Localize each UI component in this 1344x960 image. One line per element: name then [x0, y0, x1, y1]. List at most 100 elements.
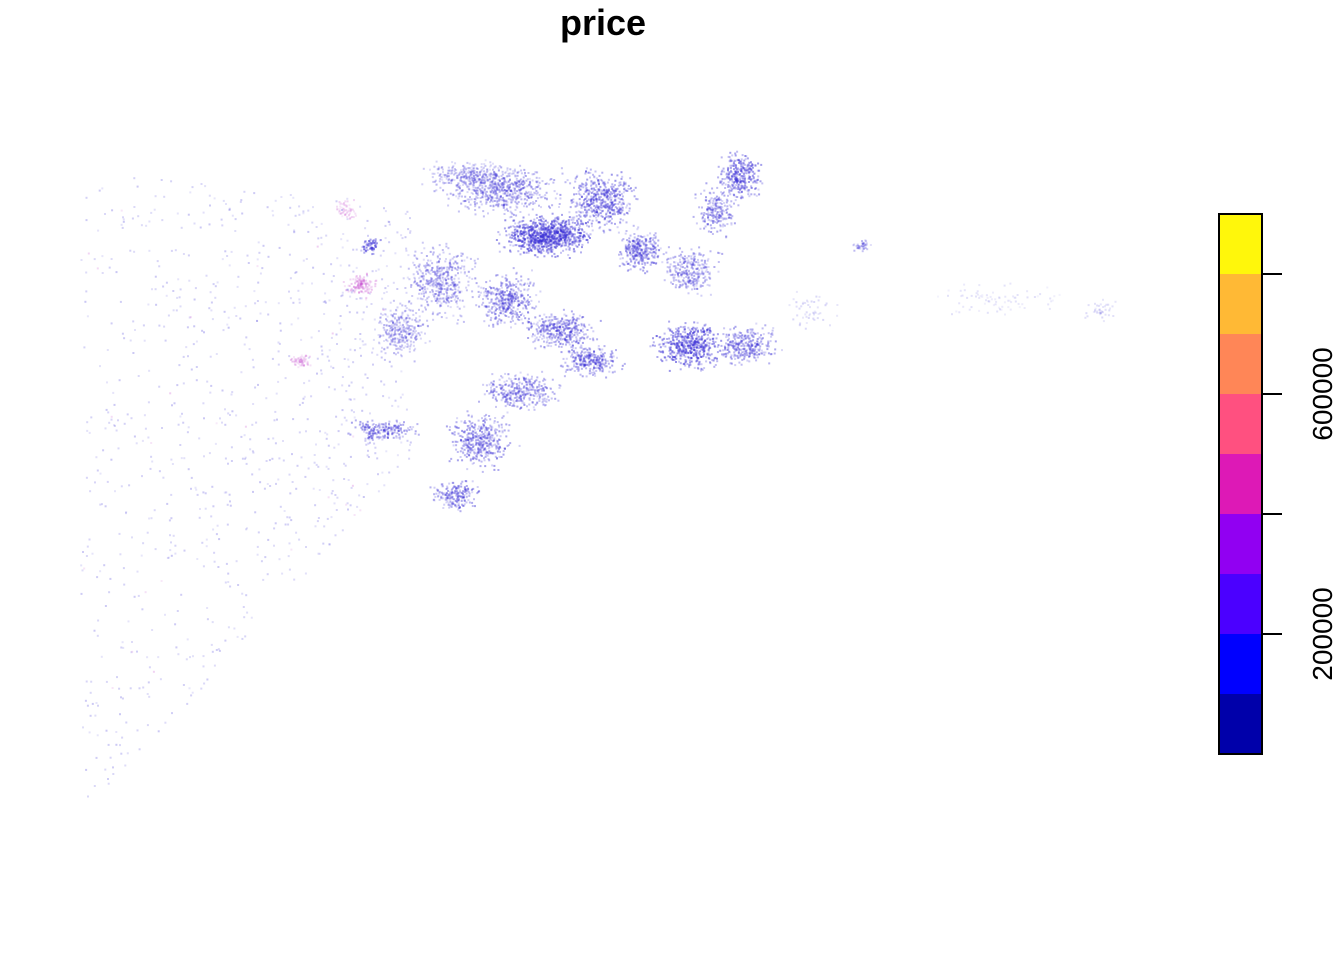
property-point [420, 287, 423, 290]
property-point [515, 313, 518, 316]
property-point [415, 312, 418, 315]
property-point [392, 337, 395, 340]
property-point [418, 265, 421, 268]
property-point [749, 176, 752, 178]
property-point [527, 239, 530, 242]
property-point [465, 184, 467, 186]
property-point [438, 260, 441, 262]
property-point [504, 277, 507, 280]
property-point [595, 206, 598, 208]
property-point [498, 180, 501, 183]
property-point [514, 233, 517, 236]
property-point [571, 320, 574, 323]
property-point [482, 210, 485, 213]
property-point [400, 315, 403, 318]
property-point [703, 189, 706, 192]
property-point [608, 220, 611, 223]
property-point [588, 219, 591, 222]
property-point [738, 191, 741, 194]
property-point [632, 252, 634, 255]
property-point [696, 288, 699, 290]
property-point [707, 216, 709, 219]
property-point [564, 234, 567, 237]
property-point [684, 269, 687, 272]
property-point [515, 195, 518, 198]
property-point [458, 179, 461, 182]
property-point [692, 252, 695, 255]
property-point [727, 177, 730, 180]
property-point [682, 272, 685, 275]
property-point [589, 168, 592, 171]
property-point [754, 179, 757, 182]
property-point [501, 282, 504, 285]
property-point [517, 299, 520, 302]
property-point [463, 170, 466, 173]
property-point [401, 339, 404, 342]
property-point [730, 217, 733, 220]
property-point [468, 198, 471, 201]
property-point [389, 335, 392, 338]
property-point [395, 348, 398, 351]
property-point [425, 279, 428, 282]
property-point [578, 214, 581, 217]
property-point [719, 216, 722, 219]
property-point [728, 176, 731, 179]
property-point [505, 175, 508, 178]
property-point [463, 268, 466, 271]
property-point [723, 217, 725, 220]
property-point [405, 321, 408, 324]
property-point [534, 239, 537, 242]
property-point [482, 301, 485, 304]
property-point [568, 232, 571, 235]
property-point [549, 243, 551, 246]
property-point [439, 284, 442, 287]
property-point [460, 255, 463, 257]
property-point [550, 318, 553, 321]
property-point [397, 315, 400, 318]
property-point [568, 247, 571, 249]
property-point [690, 248, 693, 251]
property-point [547, 183, 550, 186]
property-point [595, 209, 598, 211]
property-point [518, 304, 521, 307]
property-point [729, 179, 731, 182]
property-point [568, 227, 571, 230]
property-point [469, 173, 472, 176]
property-point [667, 257, 670, 260]
property-point [531, 269, 533, 272]
property-point [706, 206, 709, 209]
property-point [622, 181, 625, 184]
property-point [556, 232, 559, 235]
property-point [748, 163, 750, 166]
property-point [702, 214, 705, 217]
property-point [599, 202, 602, 205]
property-point [499, 186, 502, 189]
property-point [652, 250, 655, 253]
property-point [421, 275, 423, 278]
property-point [638, 243, 640, 246]
property-point [599, 221, 601, 224]
property-point [580, 324, 583, 327]
property-point [645, 238, 647, 241]
property-point [456, 174, 459, 177]
property-point [621, 239, 624, 242]
property-point [680, 274, 682, 277]
property-point [447, 172, 450, 175]
property-point [478, 188, 481, 191]
property-point [608, 211, 611, 214]
property-point [694, 252, 697, 255]
property-point [645, 255, 648, 258]
property-point [543, 235, 546, 238]
property-point [428, 340, 431, 343]
property-point [398, 317, 401, 320]
property-point [577, 210, 580, 213]
property-point [505, 207, 508, 210]
property-point [504, 302, 507, 305]
property-point [427, 279, 430, 282]
property-point [431, 267, 434, 269]
property-point [460, 259, 463, 262]
property-point [580, 196, 583, 198]
property-point [407, 267, 410, 270]
property-point [653, 262, 655, 264]
property-point [661, 360, 664, 363]
